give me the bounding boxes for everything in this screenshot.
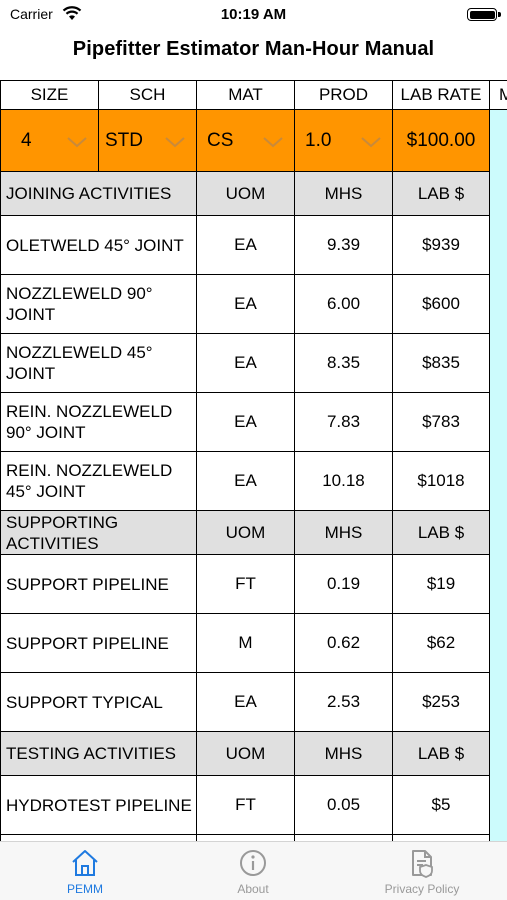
lab-rate-value: $100.00 <box>406 129 476 151</box>
activity-name[interactable]: NOZZLEWELD 90° JOINT <box>0 275 197 334</box>
activity-mhs: 7.83 <box>295 393 393 452</box>
size-selector[interactable]: 4 <box>0 110 99 172</box>
prod-selector[interactable]: 1.0 <box>295 110 393 172</box>
activity-name[interactable]: SUPPORT PIPELINE <box>0 614 197 673</box>
activity-name[interactable]: REIN. NOZZLEWELD 45° JOINT <box>0 452 197 511</box>
battery-icon <box>467 8 497 21</box>
activity-lab-cost: $600 <box>393 275 490 334</box>
section-header-uom: UOM <box>197 732 295 776</box>
activity-uom: FT <box>197 776 295 835</box>
activity-lab-cost: $19 <box>393 555 490 614</box>
activity-name[interactable]: SUPPORT PIPELINE <box>0 555 197 614</box>
section-header-uom: UOM <box>197 511 295 555</box>
activity-lab-cost: $5 <box>393 776 490 835</box>
lab-rate-input[interactable]: $100.00 <box>393 110 490 172</box>
table-row-partial <box>295 835 393 841</box>
activity-lab-cost: $783 <box>393 393 490 452</box>
section-header-mhs: MHS <box>295 732 393 776</box>
tab-pemm[interactable]: PEMM <box>25 848 145 896</box>
chevron-down-icon <box>263 137 283 148</box>
activity-name[interactable]: NOZZLEWELD 45° JOINT <box>0 334 197 393</box>
size-value: 4 <box>21 129 32 151</box>
activity-uom: EA <box>197 334 295 393</box>
activity-uom: FT <box>197 555 295 614</box>
activity-lab-cost: $939 <box>393 216 490 275</box>
tab-about[interactable]: About <box>193 848 313 896</box>
column-header-partial: M <box>490 80 507 110</box>
chevron-down-icon <box>361 137 381 148</box>
tab-label: PEMM <box>67 882 103 896</box>
chevron-down-icon <box>165 137 185 148</box>
column-header-sch: SCH <box>99 80 197 110</box>
table-row-partial <box>393 835 490 841</box>
activity-lab-cost: $253 <box>393 673 490 732</box>
activity-mhs: 10.18 <box>295 452 393 511</box>
column-header-mat: MAT <box>197 80 295 110</box>
table-row-partial <box>197 835 295 841</box>
activity-uom: EA <box>197 216 295 275</box>
chevron-down-icon <box>67 137 87 148</box>
column-header-size: SIZE <box>0 80 99 110</box>
activity-name[interactable]: HYDROTEST PIPELINE <box>0 776 197 835</box>
page-title: Pipefitter Estimator Man-Hour Manual <box>72 38 435 60</box>
activity-name[interactable]: OLETWELD 45° JOINT <box>0 216 197 275</box>
tab-label: About <box>237 882 269 896</box>
activity-lab-cost: $62 <box>393 614 490 673</box>
home-icon <box>72 850 98 876</box>
prod-value: 1.0 <box>305 129 332 151</box>
mat-value: CS <box>207 129 234 151</box>
sch-value: STD <box>105 129 143 151</box>
activity-uom: EA <box>197 275 295 334</box>
activity-lab-cost: $1018 <box>393 452 490 511</box>
section-header-lab: LAB $ <box>393 172 490 216</box>
tab-bar: PEMM About Privacy Policy <box>0 841 507 900</box>
section-title: TESTING ACTIVITIES <box>0 732 197 776</box>
activity-mhs: 8.35 <box>295 334 393 393</box>
section-header-lab: LAB $ <box>393 511 490 555</box>
activity-mhs: 9.39 <box>295 216 393 275</box>
tab-label: Privacy Policy <box>384 882 460 896</box>
mat-selector[interactable]: CS <box>197 110 295 172</box>
column-header-lab-rate: LAB RATE <box>393 80 490 110</box>
tab-privacy-policy[interactable]: Privacy Policy <box>362 848 482 896</box>
estimate-grid[interactable]: SIZE SCH MAT PROD LAB RATE M 4 STD CS 1.… <box>0 80 507 841</box>
activity-name[interactable]: SUPPORT TYPICAL <box>0 673 197 732</box>
section-header-lab: LAB $ <box>393 732 490 776</box>
sch-selector[interactable]: STD <box>99 110 197 172</box>
activity-uom: EA <box>197 452 295 511</box>
carrier-label: Carrier <box>10 6 53 22</box>
activity-uom: EA <box>197 393 295 452</box>
activity-mhs: 0.19 <box>295 555 393 614</box>
wifi-icon <box>62 6 82 20</box>
activity-uom: M <box>197 614 295 673</box>
section-header-mhs: MHS <box>295 172 393 216</box>
section-header-mhs: MHS <box>295 511 393 555</box>
clock: 10:19 AM <box>220 6 287 23</box>
activity-mhs: 0.05 <box>295 776 393 835</box>
info-icon <box>240 850 266 876</box>
activity-lab-cost: $835 <box>393 334 490 393</box>
section-title: JOINING ACTIVITIES <box>0 172 197 216</box>
activity-mhs: 2.53 <box>295 673 393 732</box>
activity-uom: EA <box>197 673 295 732</box>
section-title: SUPPORTING ACTIVITIES <box>0 511 197 555</box>
section-header-uom: UOM <box>197 172 295 216</box>
column-header-prod: PROD <box>295 80 393 110</box>
battery-cap <box>498 12 501 17</box>
side-column <box>490 110 507 841</box>
document-shield-icon <box>412 850 433 878</box>
activity-mhs: 6.00 <box>295 275 393 334</box>
activity-mhs: 0.62 <box>295 614 393 673</box>
status-bar: Carrier 10:19 AM <box>0 0 507 30</box>
table-row-partial <box>0 835 197 841</box>
activity-name[interactable]: REIN. NOZZLEWELD 90° JOINT <box>0 393 197 452</box>
